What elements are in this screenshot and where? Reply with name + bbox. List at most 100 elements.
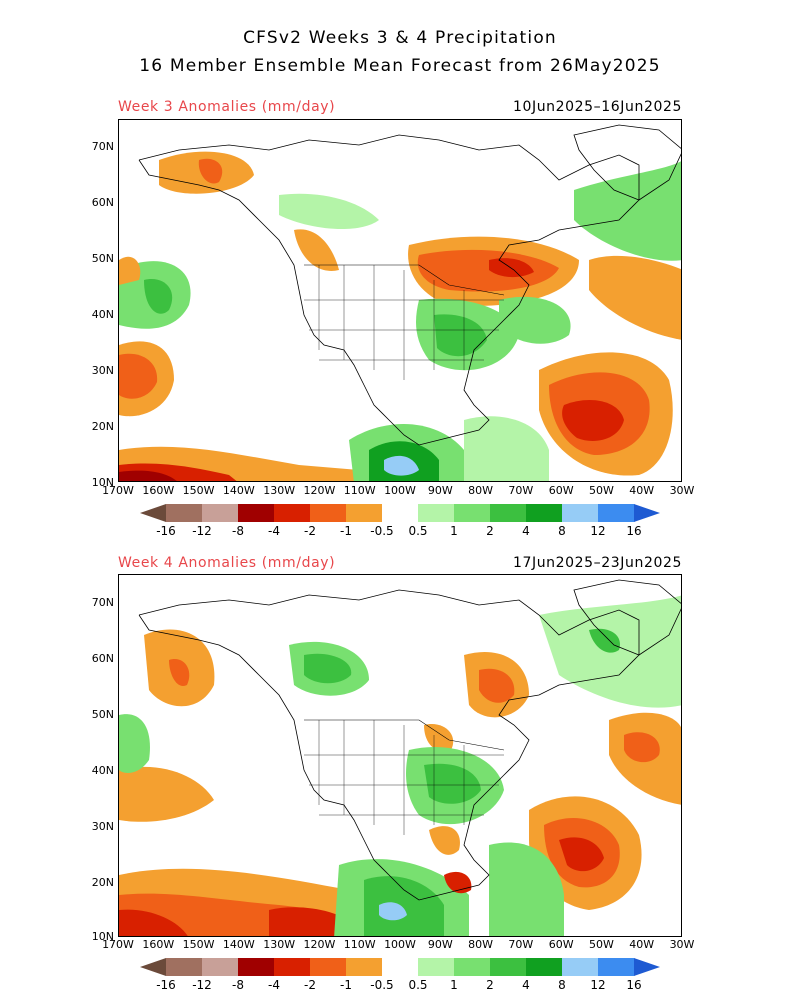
week3-colorbar-swatch (598, 504, 635, 522)
week4-colorbar-label: 1 (450, 978, 458, 992)
week3-colorbar-label: 0.5 (408, 524, 428, 538)
week4-colorbar-label: -8 (232, 978, 244, 992)
week3-blue-mexico (384, 455, 419, 476)
week3-orange-pnw (294, 229, 339, 271)
week4-colorbar-swatch (526, 958, 563, 976)
week3-lon-170w: 170W (102, 484, 134, 497)
week4-green-caribbean (489, 842, 564, 936)
week4-lon-70w: 70W (508, 938, 534, 951)
week3-green-east-core (434, 314, 487, 357)
week3-colorbar-swatch (346, 504, 383, 522)
week4-colorbar-label: 16 (626, 978, 642, 992)
week4-colorbar-swatch (346, 958, 383, 976)
week4-darkred-pacific-south (119, 907, 354, 936)
week4-colorbar-swatch (202, 958, 239, 976)
week3-colorbar-label: -2 (304, 524, 316, 538)
week3-lon-130w: 130W (263, 484, 296, 497)
week4-colorbar-label: -16 (156, 978, 176, 992)
week3-lon-120w: 120W (303, 484, 336, 497)
week4-lon-140w: 140W (222, 938, 255, 951)
week4-lat-20n: 20N (91, 876, 114, 889)
week4-orange-gulf (429, 826, 460, 855)
week3-map-svg (119, 124, 681, 481)
week3-lon-40w: 40W (629, 484, 655, 497)
week4-colorbar-swatch (598, 958, 635, 976)
week4-colorbar-swatch (382, 958, 419, 976)
week3-colorbar-swatch (382, 504, 419, 522)
week4-greenland-outline (573, 579, 681, 656)
week3-green-central-canada (279, 193, 379, 230)
week3-colorbar-label: 2 (486, 524, 494, 538)
week3-lon-90w: 90W (427, 484, 453, 497)
week3-colorbar-swatch (454, 504, 491, 522)
week3-colorbar-label: -0.5 (370, 524, 394, 538)
week3-lat-70n: 70N (91, 140, 114, 153)
week4-colorbar-swatch (490, 958, 527, 976)
week4-green-pacific-west (119, 714, 150, 773)
week3-colorbar-swatch (418, 504, 455, 522)
week4-darkgreen-greenland (589, 628, 620, 653)
week3-red-great-lakes (417, 249, 559, 292)
week4-us-border (304, 719, 505, 751)
week4-lat-40n: 40N (91, 764, 114, 777)
week4-state-lines (304, 720, 504, 835)
week4-orange-great-lakes (424, 724, 454, 752)
week3-us-border (304, 264, 505, 296)
week4-colorbar-label: 12 (590, 978, 606, 992)
week3-lon-140w: 140W (222, 484, 255, 497)
week3-colorbar-swatch (202, 504, 239, 522)
figure-title-line2: 16 Member Ensemble Mean Forecast from 26… (139, 56, 661, 76)
week3-colorbar-label: -8 (232, 524, 244, 538)
week4-lat-30n: 30N (91, 820, 114, 833)
week3-lon-30w: 30W (669, 484, 695, 497)
week4-anomaly-map (118, 574, 682, 937)
week3-lat-60n: 60N (91, 196, 114, 209)
week3-colorbar-swatch (562, 504, 599, 522)
week3-colorbar-swatch (238, 504, 275, 522)
week3-lon-50w: 50W (588, 484, 614, 497)
week3-green-pacific-core (144, 279, 173, 314)
week4-lon-120w: 120W (303, 938, 336, 951)
week3-colorbar-swatch (526, 504, 563, 522)
week4-panel-label: Week 4 Anomalies (mm/day) (118, 555, 336, 571)
week4-lat-70n: 70N (91, 596, 114, 609)
week4-colorbar-high-arrow (634, 958, 660, 976)
week4-colorbar-label: 8 (558, 978, 566, 992)
week4-colorbar-low-arrow (140, 958, 166, 976)
week4-lon-100w: 100W (384, 938, 416, 951)
week3-date-range: 10Jun2025–16Jun2025 (512, 99, 682, 115)
week3-colorbar-label: 4 (522, 524, 530, 538)
week3-green-greenland (574, 161, 681, 261)
week3-anomaly-map (118, 119, 682, 482)
week4-lon-40w: 40W (629, 938, 655, 951)
week4-colorbar-svg (140, 958, 660, 976)
week3-darkred-atlantic-south (562, 400, 624, 441)
week3-colorbar-label: 16 (626, 524, 642, 538)
week3-lat-20n: 20N (91, 420, 114, 433)
week4-darkgreen-east-us (424, 763, 481, 804)
week3-colorbar-label: -4 (268, 524, 280, 538)
week4-colorbar-swatch (418, 958, 455, 976)
week3-colorbar-swatch (166, 504, 203, 522)
week4-lon-160w: 160W (142, 938, 175, 951)
week4-colorbar-label: -2 (304, 978, 316, 992)
week4-colorbar-label: 2 (486, 978, 494, 992)
week3-lon-70w: 70W (508, 484, 534, 497)
week3-lat-50n: 50N (91, 252, 114, 265)
week4-red-gulf (444, 871, 472, 894)
week4-darkred-atlantic-south (559, 837, 604, 872)
week3-lon-160w: 160W (142, 484, 175, 497)
week3-colorbar-svg (140, 504, 660, 522)
week3-lon-150w: 150W (182, 484, 215, 497)
week3-lat-40n: 40N (91, 308, 114, 321)
week3-lon-80w: 80W (468, 484, 493, 497)
week3-colorbar-swatch (274, 504, 311, 522)
week3-panel-label: Week 3 Anomalies (mm/day) (118, 99, 336, 115)
week4-red-alaska (169, 659, 190, 686)
week4-lat-60n: 60N (91, 652, 114, 665)
week4-orange-pacific-west (119, 766, 214, 822)
week4-lon-130w: 130W (263, 938, 296, 951)
week3-colorbar-high-arrow (634, 504, 660, 522)
week4-red-atlantic-north (624, 732, 660, 763)
week3-colorbar-low-arrow (140, 504, 166, 522)
